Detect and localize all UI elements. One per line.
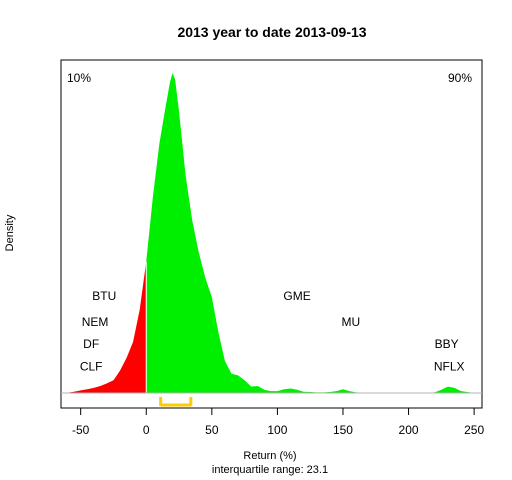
x-tick-label: 0 xyxy=(143,423,150,437)
iqr-marker xyxy=(159,397,193,407)
x-axis: -50 0 50 100 150 200 250 xyxy=(72,407,484,437)
density-areas xyxy=(64,73,481,393)
ticker-label: MU xyxy=(342,315,361,329)
x-tick-label: 200 xyxy=(399,423,419,437)
x-axis-label: Return (%) xyxy=(243,450,296,462)
ticker-label: DF xyxy=(83,337,99,351)
plot-frame xyxy=(60,59,483,409)
ticker-annotations: BTU NEM DF CLF GME MU BBY NFLX xyxy=(80,289,465,373)
high-area xyxy=(146,73,481,393)
chart-title: 2013 year to date 2013-09-13 xyxy=(177,24,366,40)
ticker-label: GME xyxy=(283,289,310,303)
ticker-label: NFLX xyxy=(434,360,465,374)
ticker-label: BTU xyxy=(92,289,116,303)
ticker-label: BBY xyxy=(435,337,459,351)
right-tail-label: 90% xyxy=(448,71,472,85)
x-tick-label: -50 xyxy=(72,423,90,437)
iqr-subtitle: interquartile range: 23.1 xyxy=(212,464,328,476)
left-tail-label: 10% xyxy=(67,71,91,85)
x-tick-label: 100 xyxy=(267,423,287,437)
x-tick-label: 250 xyxy=(464,423,484,437)
y-axis-label: Density xyxy=(4,214,16,251)
x-tick-label: 50 xyxy=(205,423,219,437)
ticker-label: CLF xyxy=(80,360,103,374)
x-tick-label: 150 xyxy=(333,423,353,437)
ticker-label: NEM xyxy=(82,315,109,329)
low-tail-area xyxy=(64,261,147,393)
